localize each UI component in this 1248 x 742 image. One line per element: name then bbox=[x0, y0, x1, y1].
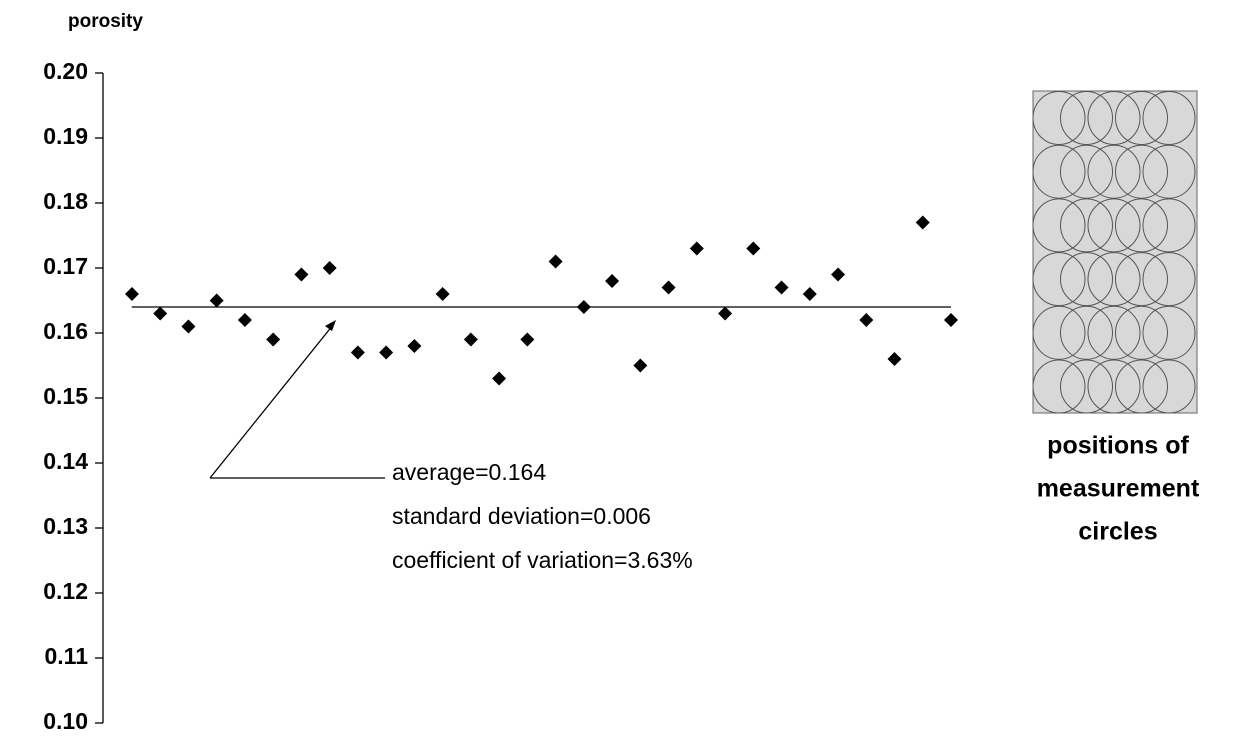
measurement-circle bbox=[1087, 144, 1141, 199]
measurement-circle bbox=[1060, 91, 1113, 145]
data-point bbox=[350, 345, 365, 360]
measurement-circle bbox=[1142, 198, 1196, 253]
measurement-circle bbox=[1032, 198, 1086, 253]
data-point bbox=[266, 332, 281, 347]
measurement-circle bbox=[1032, 144, 1086, 199]
data-point bbox=[718, 306, 733, 321]
y-tick-label: 0.18 bbox=[43, 188, 88, 214]
side-label: positions of bbox=[1047, 432, 1189, 460]
measurement-circle bbox=[1142, 91, 1196, 145]
data-point bbox=[944, 313, 958, 327]
annotation: standard deviation=0.006 bbox=[392, 503, 651, 529]
measurement-circle bbox=[1087, 91, 1141, 145]
measurement-circle bbox=[1142, 252, 1196, 307]
data-point bbox=[153, 306, 168, 321]
arrow-head bbox=[325, 320, 336, 331]
data-point bbox=[181, 319, 196, 334]
measurement-circle bbox=[1142, 144, 1196, 199]
annotation: coefficient of variation=3.63% bbox=[392, 547, 693, 573]
measurement-circle bbox=[1060, 359, 1113, 414]
y-tick-label: 0.19 bbox=[43, 123, 88, 149]
measurement-circle bbox=[1115, 144, 1168, 199]
data-point bbox=[887, 352, 902, 366]
data-point bbox=[237, 313, 252, 327]
measurement-circle bbox=[1087, 198, 1141, 253]
data-point bbox=[689, 241, 704, 256]
data-point bbox=[915, 215, 930, 230]
measurement-circle bbox=[1087, 359, 1141, 414]
data-point bbox=[633, 358, 648, 373]
measurement-circle bbox=[1032, 305, 1086, 360]
y-tick-label: 0.13 bbox=[43, 513, 88, 539]
measurement-circle bbox=[1115, 305, 1168, 360]
data-point bbox=[520, 332, 535, 347]
y-tick-label: 0.16 bbox=[43, 318, 88, 344]
y-tick-label: 0.20 bbox=[43, 58, 88, 84]
data-point bbox=[802, 287, 817, 301]
data-point bbox=[605, 274, 620, 288]
data-point bbox=[746, 241, 761, 256]
data-point bbox=[124, 287, 139, 301]
y-axis-label: porosity bbox=[68, 11, 143, 32]
side-label: measurement bbox=[1037, 475, 1200, 503]
y-tick-label: 0.12 bbox=[43, 578, 88, 604]
measurement-circle bbox=[1087, 305, 1141, 360]
measurement-circle bbox=[1115, 198, 1168, 253]
measurement-circle bbox=[1060, 305, 1113, 360]
y-tick-label: 0.15 bbox=[43, 383, 88, 409]
data-point bbox=[407, 339, 422, 353]
data-point bbox=[463, 332, 478, 347]
measurement-circle bbox=[1032, 91, 1086, 145]
measurement-circle bbox=[1115, 359, 1168, 414]
measurement-circle bbox=[1060, 144, 1113, 199]
measurement-circle bbox=[1032, 252, 1086, 307]
measurement-circle bbox=[1115, 252, 1168, 307]
y-tick-label: 0.14 bbox=[43, 448, 88, 474]
y-tick-label: 0.17 bbox=[43, 253, 88, 279]
measurement-circle bbox=[1142, 359, 1196, 414]
annotation-arrow bbox=[209, 324, 334, 479]
measurement-circle bbox=[1032, 359, 1086, 414]
data-point bbox=[379, 345, 394, 360]
data-point bbox=[548, 254, 563, 269]
measurement-circle bbox=[1115, 91, 1168, 145]
data-point bbox=[576, 300, 591, 314]
annotation: average=0.164 bbox=[392, 459, 546, 485]
data-point bbox=[831, 267, 846, 282]
data-point bbox=[322, 261, 337, 275]
y-tick-label: 0.11 bbox=[45, 643, 89, 669]
data-point bbox=[435, 287, 450, 301]
y-tick-label: 0.10 bbox=[43, 708, 88, 734]
measurement-circle bbox=[1087, 252, 1141, 307]
measurement-circle bbox=[1060, 252, 1113, 307]
measurement-circle bbox=[1142, 305, 1196, 360]
data-point bbox=[774, 280, 789, 295]
side-label: circles bbox=[1078, 518, 1157, 546]
measurement-circle bbox=[1060, 198, 1113, 253]
data-point bbox=[209, 293, 224, 308]
data-point bbox=[859, 313, 874, 327]
circles-picture bbox=[1032, 90, 1198, 414]
data-point bbox=[294, 267, 309, 282]
data-point bbox=[661, 280, 676, 295]
data-point bbox=[492, 371, 507, 386]
